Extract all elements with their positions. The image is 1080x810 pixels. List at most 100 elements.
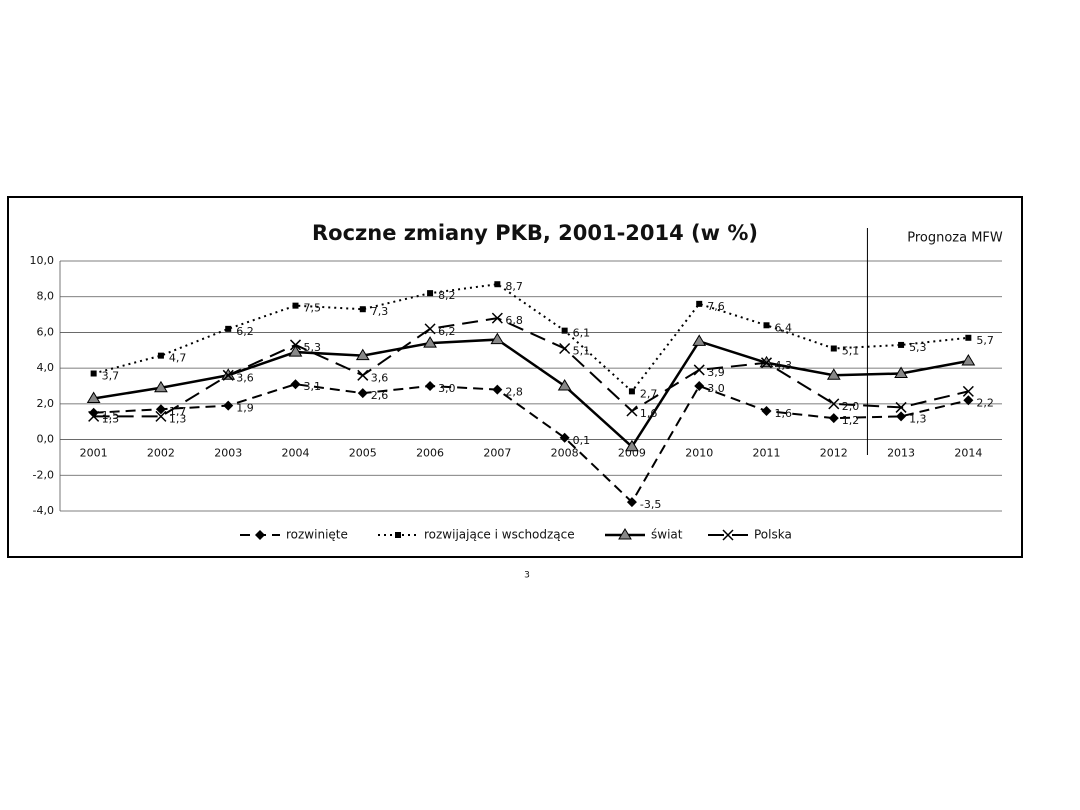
data-label: 7,5 — [304, 302, 322, 315]
data-label: 4,7 — [169, 352, 187, 365]
page-number: 3 — [524, 571, 530, 581]
marker — [288, 345, 303, 357]
data-label: 2,7 — [640, 387, 658, 400]
data-label: 3,0 — [438, 382, 456, 395]
marker — [355, 348, 370, 361]
marker — [494, 281, 501, 288]
marker — [395, 532, 401, 538]
x-tick-label: 2013 — [887, 447, 915, 460]
data-label: 1,2 — [842, 414, 860, 427]
data-label: 4,3 — [775, 359, 793, 372]
x-tick-label: 2006 — [416, 447, 444, 460]
marker — [760, 357, 773, 369]
data-label: 3,9 — [707, 366, 725, 379]
marker — [155, 404, 166, 415]
data-label: 3,0 — [707, 382, 725, 395]
y-tick-label: 4,0 — [37, 361, 55, 374]
marker — [763, 322, 770, 329]
data-label: 1,9 — [236, 402, 254, 415]
legend-label: rozwinięte — [286, 528, 348, 542]
marker — [828, 413, 839, 424]
marker — [557, 379, 572, 391]
data-label: 1,3 — [169, 412, 187, 425]
legend-label: świat — [651, 528, 683, 542]
marker — [625, 439, 639, 452]
marker — [961, 354, 976, 366]
chart-title: Roczne zmiany PKB, 2001-2014 (w %) — [312, 221, 758, 245]
marker — [90, 370, 97, 377]
marker — [359, 306, 366, 313]
y-tick-label: 8,0 — [37, 290, 55, 303]
marker — [490, 332, 505, 345]
data-label: 1,3 — [909, 412, 927, 425]
series-line — [93, 338, 969, 449]
marker — [559, 432, 570, 443]
marker — [290, 379, 301, 390]
data-label: 2,2 — [976, 396, 994, 409]
legend-label: Polska — [754, 528, 792, 542]
marker — [965, 334, 972, 341]
marker — [86, 391, 101, 403]
marker — [626, 405, 638, 417]
data-label: 6,2 — [236, 325, 254, 338]
y-tick-label: 6,0 — [37, 325, 55, 338]
data-label: 0,1 — [573, 434, 591, 447]
data-label: 6,4 — [775, 321, 793, 334]
y-tick-label: -4,0 — [33, 504, 54, 517]
data-label: 5,3 — [304, 341, 322, 354]
marker — [427, 290, 434, 297]
data-label: 8,2 — [438, 289, 456, 302]
data-label: 3,7 — [102, 370, 120, 383]
x-tick-label: 2009 — [618, 447, 646, 460]
marker — [292, 302, 299, 309]
series-line — [93, 383, 969, 504]
x-tick-label: 2012 — [820, 447, 848, 460]
data-label: 3,6 — [236, 371, 254, 384]
marker — [423, 336, 437, 348]
data-label: 1,3 — [102, 412, 120, 425]
marker — [694, 381, 705, 391]
marker — [289, 339, 302, 351]
marker — [895, 401, 907, 413]
chart-frame — [7, 196, 1023, 558]
marker — [962, 385, 974, 397]
marker — [491, 312, 503, 324]
marker — [425, 381, 436, 391]
data-label: 3,6 — [371, 371, 389, 384]
x-tick-label: 2007 — [483, 447, 511, 460]
annotation: Prognoza MFW — [907, 231, 1003, 246]
x-tick-label: 2008 — [551, 447, 579, 460]
marker — [559, 342, 571, 355]
y-tick-label: 2,0 — [37, 397, 55, 410]
data-label: 5,1 — [842, 345, 860, 358]
series-line — [93, 317, 969, 418]
data-label: 2,0 — [842, 400, 860, 413]
marker — [692, 334, 707, 346]
marker — [492, 384, 503, 395]
marker — [894, 366, 908, 378]
y-tick-label: -2,0 — [33, 468, 54, 481]
marker — [255, 530, 265, 540]
data-label: 6,2 — [438, 325, 456, 338]
data-label: 7,3 — [371, 305, 389, 318]
marker — [154, 380, 168, 393]
marker — [561, 327, 568, 334]
data-label: 6,8 — [505, 314, 523, 327]
legend-label: rozwijające i wschodzące — [424, 528, 575, 542]
data-label: 1,6 — [640, 407, 658, 420]
data-label: 8,7 — [505, 280, 523, 293]
marker — [826, 368, 841, 380]
marker — [896, 411, 907, 422]
data-label: -3,5 — [640, 498, 661, 511]
data-label: 6,1 — [573, 327, 591, 340]
data-label: 7,6 — [707, 300, 725, 313]
marker — [696, 300, 703, 307]
data-label: 3,1 — [304, 380, 322, 393]
marker — [223, 400, 234, 411]
marker — [898, 341, 905, 348]
marker — [88, 410, 100, 422]
marker — [424, 323, 436, 335]
x-tick-label: 2014 — [954, 447, 982, 460]
marker — [88, 407, 99, 418]
